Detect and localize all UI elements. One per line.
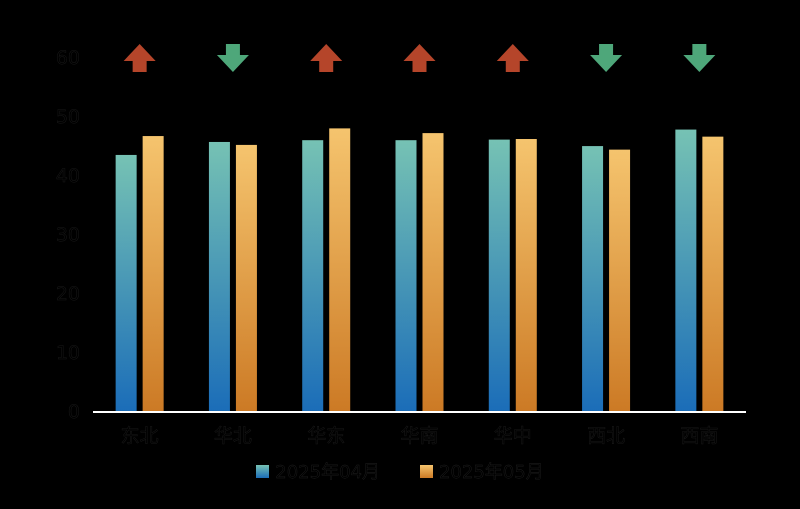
bar-series-2 bbox=[702, 136, 724, 411]
bar-series-1 bbox=[302, 140, 324, 411]
arrow-up-icon bbox=[123, 44, 156, 72]
bar-series-1 bbox=[115, 154, 137, 411]
legend-swatch-series-2 bbox=[420, 464, 433, 478]
bar-series-1 bbox=[395, 140, 417, 411]
legend-swatch-series-1 bbox=[256, 464, 270, 478]
x-tick-label: 西北 bbox=[587, 425, 625, 447]
x-tick-label: 华南 bbox=[400, 425, 438, 447]
bar-series-1 bbox=[208, 141, 230, 411]
arrow-up-icon bbox=[310, 44, 343, 72]
arrow-down-icon bbox=[216, 44, 249, 72]
y-axis-ticks: 0 10 20 30 40 50 60 bbox=[56, 47, 81, 424]
y-tick-label: 60 bbox=[56, 47, 80, 69]
bar-chart: 0 10 20 30 40 50 60 东北 华北 华东 华南 华中 西北 西南 bbox=[56, 44, 746, 448]
bar-series-2 bbox=[329, 128, 351, 411]
x-tick-label: 西南 bbox=[680, 425, 718, 447]
x-axis-labels: 东北 华北 华东 华南 华中 西北 西南 bbox=[120, 425, 718, 448]
bar-series-1 bbox=[582, 146, 604, 411]
trend-arrows bbox=[123, 44, 716, 72]
legend: 2025年04月 2025年05月 bbox=[0, 456, 800, 486]
bar-series-2 bbox=[235, 144, 257, 411]
x-tick-label: 华中 bbox=[494, 425, 532, 447]
arrow-up-icon bbox=[403, 44, 436, 72]
legend-item-series-2: 2025年05月 bbox=[420, 458, 544, 484]
bars bbox=[115, 128, 724, 412]
y-tick-label: 40 bbox=[56, 165, 80, 187]
y-tick-label: 30 bbox=[56, 224, 80, 246]
arrow-down-icon bbox=[683, 44, 716, 72]
y-tick-label: 10 bbox=[56, 342, 80, 364]
arrow-down-icon bbox=[590, 44, 623, 72]
legend-label-series-1: 2025年04月 bbox=[275, 462, 380, 483]
bar-series-1 bbox=[488, 139, 510, 411]
y-tick-label: 50 bbox=[56, 106, 80, 128]
x-tick-label: 华北 bbox=[214, 425, 252, 447]
bar-series-2 bbox=[515, 139, 537, 411]
arrow-up-icon bbox=[496, 44, 529, 72]
y-tick-label: 20 bbox=[56, 283, 80, 305]
y-tick-label: 0 bbox=[68, 401, 80, 423]
bar-series-1 bbox=[675, 129, 697, 411]
bar-series-2 bbox=[422, 133, 444, 412]
x-tick-label: 华东 bbox=[307, 425, 345, 447]
legend-item-series-1: 2025年04月 bbox=[256, 458, 380, 484]
bar-series-2 bbox=[609, 149, 631, 411]
legend-label-series-2: 2025年05月 bbox=[439, 462, 544, 483]
x-tick-label: 东北 bbox=[121, 425, 159, 447]
bar-series-2 bbox=[142, 136, 164, 411]
